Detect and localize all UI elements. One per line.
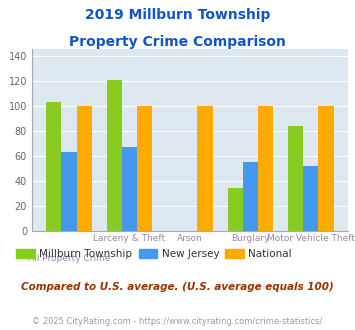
Bar — [243, 162, 258, 231]
Text: Property Crime Comparison: Property Crime Comparison — [69, 35, 286, 49]
Bar — [107, 80, 122, 231]
Bar — [197, 106, 213, 231]
Bar — [61, 152, 77, 231]
Bar — [77, 106, 92, 231]
Bar — [137, 106, 152, 231]
Text: © 2025 CityRating.com - https://www.cityrating.com/crime-statistics/: © 2025 CityRating.com - https://www.city… — [32, 317, 323, 326]
Bar — [258, 106, 273, 231]
Legend: Millburn Township, New Jersey, National: Millburn Township, New Jersey, National — [12, 245, 296, 263]
Text: Compared to U.S. average. (U.S. average equals 100): Compared to U.S. average. (U.S. average … — [21, 282, 334, 292]
Bar — [228, 188, 243, 231]
Bar — [288, 126, 303, 231]
Text: 2019 Millburn Township: 2019 Millburn Township — [85, 8, 270, 22]
Bar — [122, 147, 137, 231]
Bar — [303, 166, 318, 231]
Bar — [46, 102, 61, 231]
Bar — [318, 106, 334, 231]
Text: All Property Crime: All Property Crime — [28, 253, 110, 263]
